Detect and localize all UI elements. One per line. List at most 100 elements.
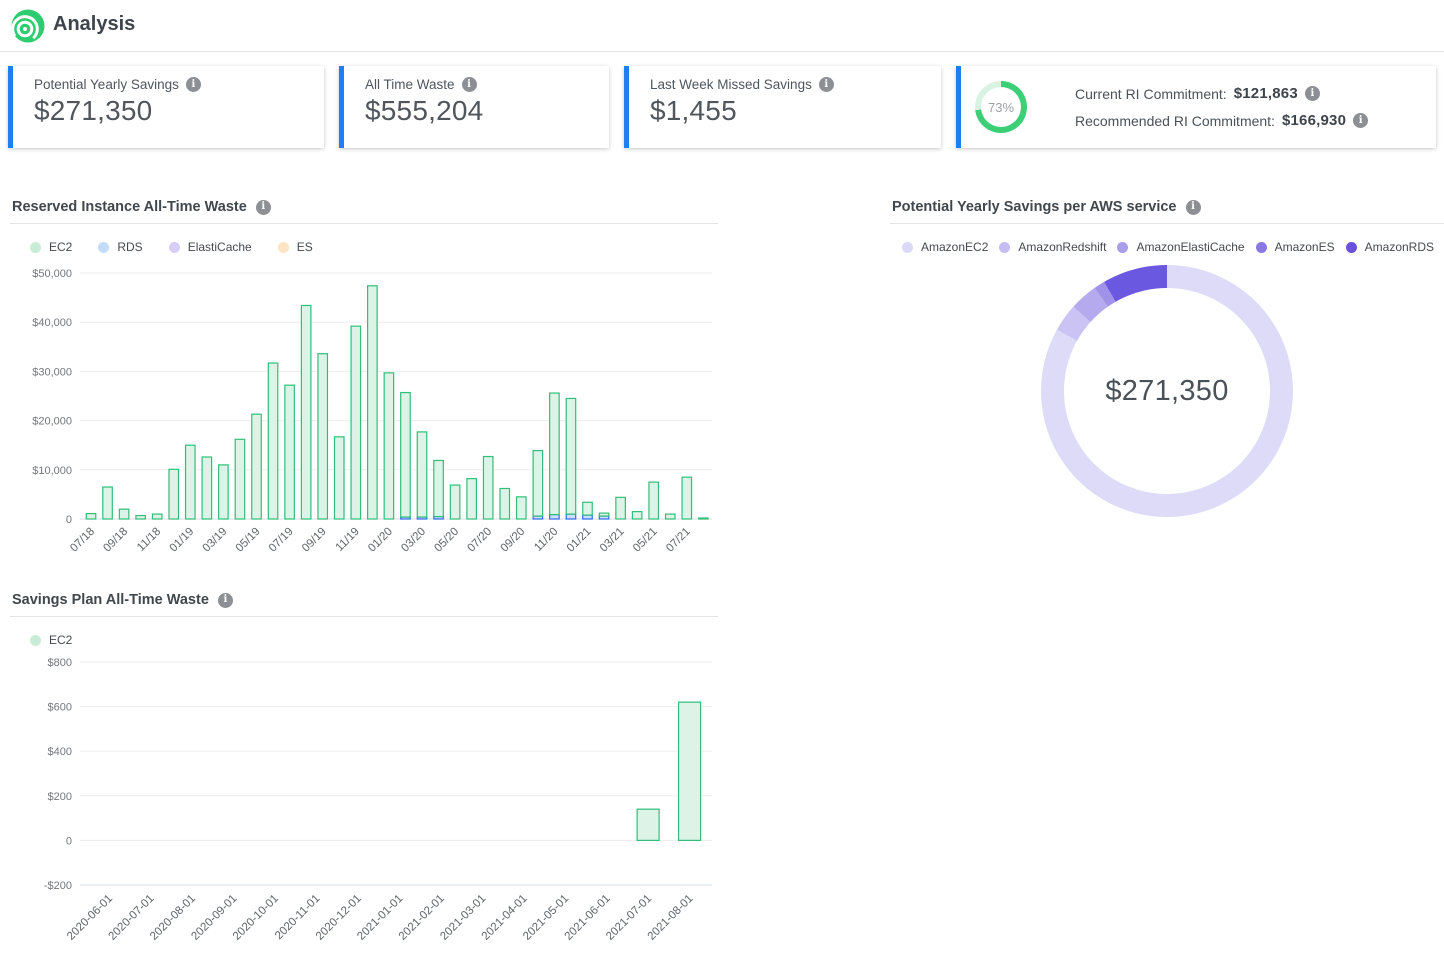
bar-EC2[interactable] [367,285,378,520]
ri-waste-chart-panel: Reserved Instance All-Time Waste i EC2 RD… [10,197,718,573]
kpi-cards-row: Potential Yearly Savings i $271,350 All … [8,66,1436,148]
legend-dot [902,241,913,253]
bar-EC2[interactable] [466,478,477,520]
bar-RDS[interactable] [549,513,560,520]
bar-EC2[interactable] [251,413,262,520]
legend-item[interactable]: ElastiCache [168,240,252,254]
bar-EC2[interactable] [677,701,702,841]
x-tick-label: 07/18 [68,526,97,555]
bar-EC2[interactable] [300,304,312,520]
y-tick-label: $600 [48,702,72,714]
legend-label: RDS [117,240,143,254]
y-tick-label: $400 [48,746,72,758]
legend-item[interactable]: AmazonElastiCache [1117,240,1245,254]
bar-EC2[interactable] [234,438,246,520]
legend-item[interactable]: EC2 [30,240,72,254]
legend-label: ElastiCache [187,240,252,254]
legend-dot [1117,241,1129,253]
bar-EC2[interactable] [648,481,660,520]
bar-EC2[interactable] [201,456,213,520]
bar-EC2[interactable] [184,444,196,520]
info-icon[interactable]: i [1185,199,1201,215]
bar-EC2[interactable] [636,808,660,841]
legend-item[interactable]: AmazonRDS [1345,240,1434,254]
y-tick-label: 0 [66,835,72,847]
info-icon[interactable]: i [255,199,271,215]
legend-item[interactable]: AmazonRedshift [999,240,1106,254]
bar-RDS[interactable] [565,513,577,520]
bar-EC2[interactable] [218,464,229,520]
bar-EC2[interactable] [85,512,97,520]
kpi-label: All Time Waste i [365,77,609,92]
legend-label: AmazonElastiCache [1136,240,1245,254]
bar-EC2[interactable] [383,372,395,520]
bar-EC2[interactable] [317,353,329,520]
bar-EC2[interactable] [615,496,626,520]
legend-item[interactable]: AmazonEC2 [902,240,988,254]
bar-EC2[interactable] [102,486,113,520]
bar-EC2[interactable] [350,325,362,520]
donut-center-value: $271,350 [1105,374,1229,407]
ri-utilization-percent: 73% [981,87,1021,127]
bar-EC2[interactable] [681,476,693,520]
x-tick-label: 03/20 [399,526,428,555]
bar-EC2[interactable] [549,392,560,516]
legend-dot [1345,241,1357,253]
bar-EC2[interactable] [582,501,593,516]
bar-EC2[interactable] [284,384,295,520]
bar-EC2[interactable] [449,484,461,520]
bar-EC2[interactable] [400,391,411,518]
ri-utilization-donut[interactable]: 73% [975,81,1027,133]
bar-EC2[interactable] [433,459,444,518]
legend-label: AmazonES [1274,240,1335,254]
info-icon[interactable]: i [1353,113,1369,128]
legend-item[interactable]: AmazonES [1255,240,1335,254]
x-tick-label: 01/19 [168,526,197,555]
x-tick-label: 03/19 [201,526,230,555]
kpi-card-potential-yearly-savings: Potential Yearly Savings i $271,350 [8,66,324,148]
info-icon[interactable]: i [818,77,834,92]
bar-EC2[interactable] [118,508,130,520]
bar-EC2[interactable] [499,487,511,520]
bar-EC2[interactable] [664,513,676,520]
bar-EC2[interactable] [135,514,147,520]
kpi-value: $1,455 [650,95,737,126]
bar-EC2[interactable] [598,512,610,517]
legend-item[interactable]: ES [277,240,313,254]
bar-EC2[interactable] [416,431,428,518]
current-ri-commitment-row: Current RI Commitment: $121,863 i [1075,85,1368,102]
info-icon[interactable]: i [461,77,477,92]
bar-EC2[interactable] [482,455,494,520]
info-icon[interactable]: i [185,77,201,92]
ri-commitment-rows: Current RI Commitment: $121,863 i Recomm… [1075,85,1369,129]
legend-item[interactable]: EC2 [30,633,72,647]
legend-label: AmazonEC2 [921,240,989,254]
legend-dot [1255,241,1267,253]
bar-EC2[interactable] [333,436,345,520]
legend-item[interactable]: RDS [98,240,143,254]
kpi-card-ri-commitment: 73% Current RI Commitment: $121,863 i Re… [956,66,1436,148]
bar-EC2[interactable] [267,362,279,520]
bar-EC2[interactable] [168,468,180,520]
bar-EC2[interactable] [151,513,163,520]
legend-label: AmazonRedshift [1018,240,1107,254]
bar-EC2[interactable] [631,511,643,520]
kpi-label-text: All Time Waste [365,77,455,92]
bar-EC2[interactable] [697,517,709,520]
info-icon[interactable]: i [1304,86,1320,101]
info-icon[interactable]: i [217,592,233,608]
bar-EC2[interactable] [515,496,527,520]
bar-EC2[interactable] [565,397,577,515]
savings-plan-waste-panel: Savings Plan All-Time Waste i EC2 $800 $6… [10,590,718,960]
current-ri-commitment-value: $121,863 [1233,85,1298,102]
savings-per-service-donut: $271,350 [1041,265,1293,517]
ri-waste-chart-title: Reserved Instance All-Time Waste [12,199,247,215]
x-tick-label: 11/18 [135,526,163,554]
x-tick-label: 01/21 [565,526,594,555]
x-tick-label: 07/20 [465,526,494,555]
kpi-label-text: Last Week Missed Savings [650,77,812,92]
bar-EC2[interactable] [532,450,544,517]
legend-dot [999,241,1011,253]
x-tick-label: 01/20 [366,526,395,555]
recommended-ri-commitment-row: Recommended RI Commitment: $166,930 i [1075,112,1369,129]
